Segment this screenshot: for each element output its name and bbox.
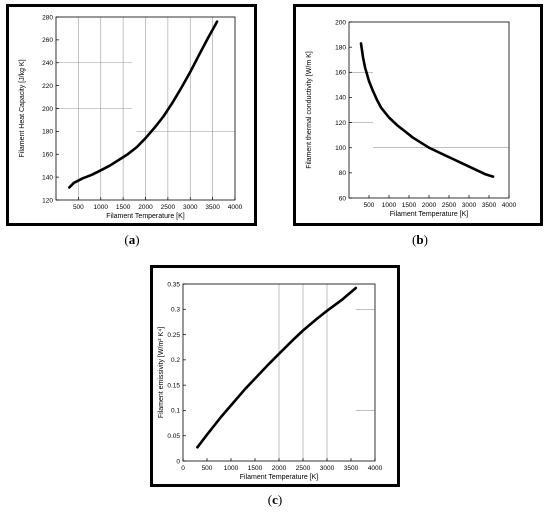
- x-axis-label: Filament Temperature [K]: [240, 474, 319, 481]
- x-tick-label: 1500: [248, 465, 263, 472]
- y-tick-label: 220: [42, 83, 53, 90]
- y-axis-label: Filament Heat Capacity [J/kg K]: [19, 59, 26, 157]
- x-tick-label: 4000: [228, 204, 243, 211]
- y-tick-label: 0.3: [171, 307, 180, 314]
- x-tick-label: 2500: [296, 465, 311, 472]
- x-tick-label: 3000: [183, 204, 198, 211]
- x-tick-label: 2500: [442, 202, 457, 209]
- chart-a-svg: 500 1000 1500 2000 2500 3000 3500 4000 120 140 160…: [19, 14, 243, 220]
- y-tick-label: 0: [176, 458, 180, 465]
- y-tick-label: 200: [335, 19, 346, 26]
- y-tick-label: 180: [42, 129, 53, 136]
- x-tick-label: 3500: [482, 202, 497, 209]
- x-axis-label: Filament Temperature [K]: [106, 213, 185, 220]
- chart-panel-a: 500 1000 1500 2000 2500 3000 3500 4000 120 140 160…: [6, 4, 257, 226]
- y-tick-label: 240: [42, 60, 53, 67]
- x-tick-label: 4000: [368, 465, 383, 472]
- x-tick-label: 3000: [320, 465, 335, 472]
- series-line: [359, 42, 495, 178]
- x-tick-label: 1000: [382, 202, 397, 209]
- x-tick-label: 2000: [272, 465, 287, 472]
- y-axis-label: Filament emissivity [W/m² K⁴]: [158, 327, 165, 418]
- x-tick-label: 500: [202, 465, 213, 472]
- x-tick-label: 2000: [422, 202, 437, 209]
- caption-c: (c): [267, 492, 283, 507]
- y-tick-label: 140: [42, 174, 53, 181]
- x-tick-label: 0: [181, 465, 185, 472]
- y-tick-label: 120: [335, 120, 346, 127]
- y-tick-label: 120: [42, 197, 53, 204]
- y-tick-label: 160: [42, 152, 53, 159]
- y-tick-label: 0.15: [167, 382, 180, 389]
- y-tick-label: 0.25: [167, 332, 180, 339]
- x-tick-label: 3500: [344, 465, 359, 472]
- x-tick-label: 500: [364, 202, 375, 209]
- x-tick-label: 1000: [94, 204, 109, 211]
- y-tick-label: 0.2: [171, 357, 180, 364]
- y-tick-label: 0.05: [167, 433, 180, 440]
- x-tick-label: 1500: [116, 204, 131, 211]
- caption-b: (b): [412, 232, 428, 247]
- x-axis-label: Filament Temperature [K]: [390, 211, 469, 218]
- chart-panel-b: 500 1000 1500 2000 2500 3000 3500 4000 60 80 100 12…: [293, 4, 543, 226]
- chart-panel-c: 0 500 1000 1500 2000 2500 3000 3500 4000 0 0.05 0.1…: [150, 265, 400, 487]
- x-tick-label: 1000: [224, 465, 239, 472]
- y-tick-label: 280: [42, 14, 53, 21]
- x-tick-label: 3500: [205, 204, 220, 211]
- plot-area-frame: [348, 21, 510, 199]
- series-line: [196, 286, 358, 449]
- series-line: [68, 20, 219, 189]
- y-axis-label: Filament thermal conductivity [W/m K]: [306, 51, 313, 169]
- caption-a: (a): [124, 232, 140, 247]
- y-tick-label: 0.35: [167, 281, 180, 288]
- y-tick-label: 200: [42, 106, 53, 113]
- x-tick-label: 2000: [138, 204, 153, 211]
- y-tick-label: 60: [339, 195, 347, 202]
- y-tick-label: 260: [42, 37, 53, 44]
- x-tick-label: 2500: [161, 204, 176, 211]
- chart-c-svg: 0 500 1000 1500 2000 2500 3000 3500 4000 0 0.05 0.1…: [158, 281, 383, 481]
- y-tick-label: 0.1: [171, 408, 180, 415]
- x-tick-label: 3000: [462, 202, 477, 209]
- x-tick-label: 4000: [502, 202, 517, 209]
- x-tick-label: 500: [73, 204, 84, 211]
- chart-b-svg: 500 1000 1500 2000 2500 3000 3500 4000 60 80 100 12…: [306, 19, 517, 218]
- y-tick-label: 140: [335, 95, 346, 102]
- y-tick-label: 100: [335, 145, 346, 152]
- y-tick-label: 80: [339, 170, 347, 177]
- y-tick-label: 160: [335, 70, 346, 77]
- y-tick-label: 180: [335, 44, 346, 51]
- x-tick-label: 1500: [402, 202, 417, 209]
